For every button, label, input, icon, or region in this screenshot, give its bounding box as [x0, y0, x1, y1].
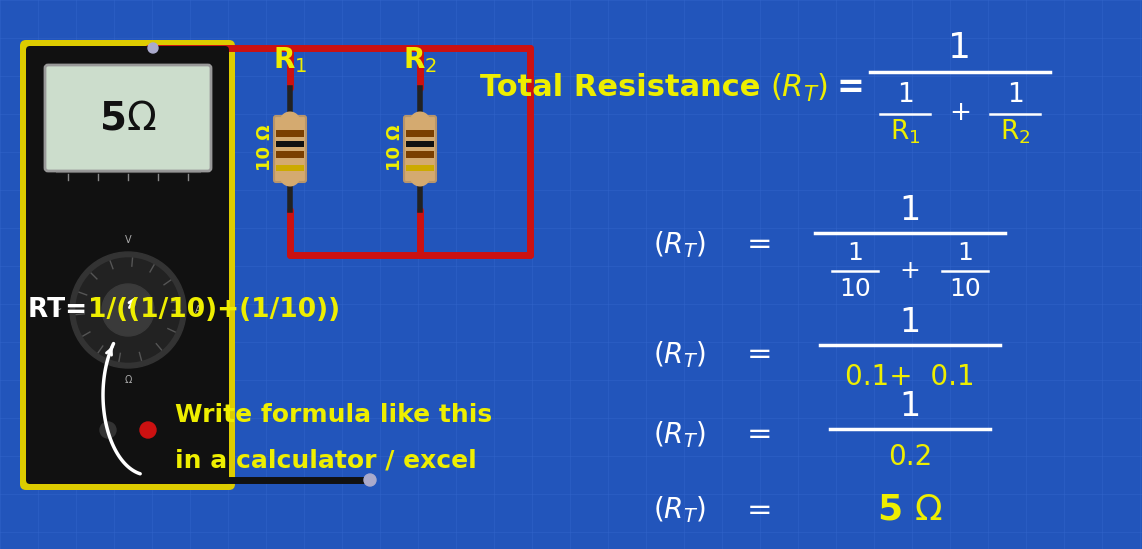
Text: =: = — [747, 231, 773, 260]
Text: 1: 1 — [900, 390, 920, 423]
Circle shape — [280, 112, 300, 132]
Circle shape — [100, 422, 116, 438]
Text: =: = — [836, 71, 863, 104]
Text: 1: 1 — [957, 241, 973, 265]
Text: 10: 10 — [839, 277, 871, 301]
Bar — [276, 141, 304, 147]
Text: Total Resistance: Total Resistance — [480, 74, 761, 103]
Text: 5 $\Omega$: 5 $\Omega$ — [877, 493, 943, 527]
Circle shape — [280, 166, 300, 186]
Text: R$_1$: R$_1$ — [890, 117, 920, 146]
FancyBboxPatch shape — [274, 116, 306, 182]
Circle shape — [102, 284, 154, 336]
FancyBboxPatch shape — [45, 65, 211, 171]
Text: 1: 1 — [847, 241, 863, 265]
Text: 10 Ω: 10 Ω — [256, 125, 274, 171]
Bar — [276, 165, 304, 171]
Circle shape — [140, 422, 156, 438]
FancyBboxPatch shape — [21, 40, 235, 490]
Text: $(R_T)$: $(R_T)$ — [653, 340, 707, 371]
Text: V: V — [124, 235, 131, 245]
Circle shape — [70, 252, 186, 368]
Circle shape — [148, 43, 158, 53]
Text: 5$\Omega$: 5$\Omega$ — [99, 99, 156, 137]
FancyBboxPatch shape — [26, 46, 230, 484]
Bar — [407, 152, 434, 158]
Text: 1: 1 — [949, 31, 972, 65]
Text: =: = — [747, 340, 773, 369]
Circle shape — [410, 112, 429, 132]
Text: +: + — [949, 100, 971, 126]
Circle shape — [77, 258, 180, 362]
Text: R$_2$: R$_2$ — [999, 117, 1030, 146]
Text: 0.1+  0.1: 0.1+ 0.1 — [845, 363, 975, 391]
Text: $(R_T)$: $(R_T)$ — [770, 72, 828, 104]
Text: R$_2$: R$_2$ — [403, 45, 437, 75]
Text: $(R_T)$: $(R_T)$ — [653, 419, 707, 450]
Text: 1: 1 — [1006, 82, 1023, 108]
Text: 0.2: 0.2 — [887, 443, 932, 471]
Circle shape — [410, 166, 429, 186]
Text: $(R_T)$: $(R_T)$ — [653, 495, 707, 525]
Bar — [407, 141, 434, 147]
Text: RT=: RT= — [29, 297, 96, 323]
Text: 1: 1 — [900, 193, 920, 227]
Text: Write formula like this: Write formula like this — [175, 403, 492, 427]
Text: 10: 10 — [949, 277, 981, 301]
Text: 10 Ω: 10 Ω — [386, 125, 404, 171]
Text: in a calculator / excel: in a calculator / excel — [175, 448, 476, 472]
Text: 1: 1 — [900, 306, 920, 339]
Text: R$_1$: R$_1$ — [273, 45, 307, 75]
Bar — [407, 165, 434, 171]
Text: A: A — [194, 305, 201, 315]
Text: =: = — [747, 496, 773, 524]
Text: +: + — [900, 259, 920, 283]
Bar — [276, 152, 304, 158]
FancyBboxPatch shape — [404, 116, 436, 182]
Circle shape — [364, 474, 376, 486]
Text: =: = — [747, 421, 773, 450]
Text: ~: ~ — [54, 305, 62, 315]
Text: 1/((1/10)+(1/10)): 1/((1/10)+(1/10)) — [88, 297, 340, 323]
Bar — [407, 131, 434, 137]
Text: Ω: Ω — [124, 375, 131, 385]
Text: 1: 1 — [896, 82, 914, 108]
Bar — [276, 131, 304, 137]
Text: $(R_T)$: $(R_T)$ — [653, 229, 707, 260]
